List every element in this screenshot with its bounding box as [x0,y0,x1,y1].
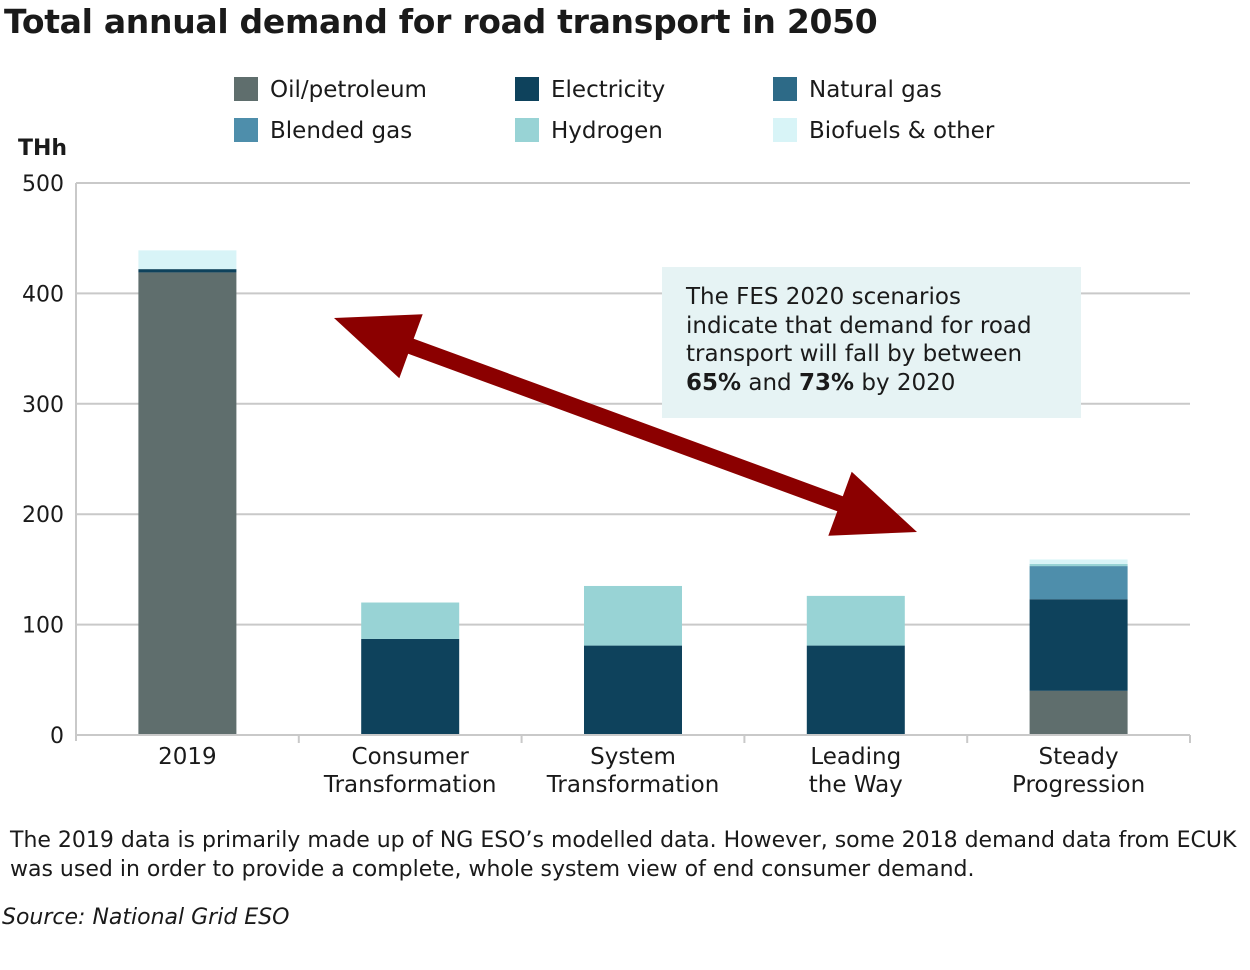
x-axis-labels: 2019 Consumer Transformation System Transfor… [158,744,1145,798]
bar-segment-hydrogen [584,585,682,646]
x-tick-label: Consumer Transformation [323,744,497,798]
bar-segment-electricity [584,645,682,735]
callout-line: The FES 2020 scenarios [686,284,961,310]
callout-bold-value: 73% [798,369,855,396]
y-axis-ticks: 0 100 200 300 400 500 [22,172,64,749]
bars [138,250,1128,735]
legend-swatch [773,77,797,101]
y-tick-label: 200 [22,503,64,528]
callout-line: indicate that demand for road [686,312,1032,339]
bar-segment-electricity [1029,599,1128,691]
bar-segment-oil-petroleum [138,272,237,735]
legend-item: Natural gas [773,77,942,103]
bar-segment-electricity [806,645,905,735]
y-tick-label: 400 [22,282,64,307]
legend: Oil/petroleum Electricity Natural gas Blend… [234,77,995,144]
y-tick-label: 300 [22,393,64,418]
double-arrow-annotation [334,314,917,536]
legend-label: Natural gas [809,77,942,103]
legend-item: Blended gas [234,118,412,144]
legend-label: Blended gas [270,118,412,144]
legend-label: Oil/petroleum [270,77,427,103]
callout-text: and [741,369,799,396]
callout-bold-value: 65% [686,369,742,396]
y-tick-label: 500 [22,172,64,197]
legend-item: Hydrogen [515,118,663,144]
source-note: Source: National Grid ESO [2,905,290,930]
legend-label: Hydrogen [551,118,663,144]
bar-segment-biofuels-other [1029,559,1128,564]
bar-segment-hydrogen [806,595,905,646]
bar-segment-electricity [138,269,237,273]
arrow-shape [334,314,917,536]
legend-label: Electricity [551,77,665,103]
bar-segment-electricity [361,638,460,735]
y-tick-label: 100 [22,614,64,639]
legend-swatch [234,118,258,142]
legend-swatch [234,77,258,101]
legend-swatch [773,118,797,142]
chart-title: Total annual demand for road transport i… [4,2,878,41]
bar-segment-hydrogen [361,602,460,639]
x-tick-label: System Transformation [546,744,720,798]
callout-line: transport will fall by between [686,341,1023,367]
bar-segment-oil-petroleum [1029,690,1128,735]
callout-text: by 2020 [854,369,956,396]
legend-item: Biofuels & other [773,118,995,144]
callout-line: 65% and 73% by 2020 [686,369,1071,398]
bar-segment-hydrogen [1029,563,1128,567]
bar-segment-biofuels-other [138,250,237,270]
legend-item: Oil/petroleum [234,77,427,103]
y-tick-label: 0 [50,724,64,749]
callout-box: The FES 2020 scenarios indicate that dem… [662,267,1081,418]
y-axis-label: THh [18,136,67,161]
legend-label: Biofuels & other [809,118,995,144]
footnote: The 2019 data is primarily made up of NG… [10,828,1237,882]
legend-swatch [515,118,539,142]
x-axis [75,183,1191,743]
bar-segment-blended-gas [1029,566,1128,600]
legend-item: Electricity [515,77,665,103]
x-tick-label: 2019 [158,744,217,770]
legend-swatch [515,77,539,101]
x-tick-label: Steady Progression [1012,744,1145,798]
x-tick-label: Leading the Way [809,744,903,798]
